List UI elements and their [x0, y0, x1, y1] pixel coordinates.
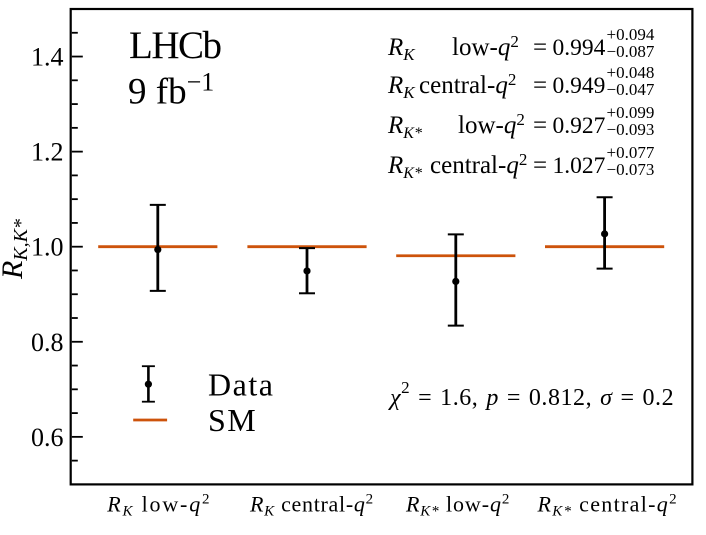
svg-text:−0.047: −0.047: [607, 80, 655, 99]
svg-text:=: =: [533, 152, 547, 179]
svg-text:RK,K*: RK,K*: [0, 219, 32, 280]
svg-text:=: =: [533, 34, 547, 61]
svg-text:+0.094: +0.094: [607, 25, 655, 44]
svg-text:central-q2: central-q2: [419, 70, 516, 99]
svg-text:RK*: RK*: [387, 152, 422, 182]
svg-text:LHCb: LHCb: [129, 24, 222, 67]
svg-text:low-q2: low-q2: [458, 110, 525, 139]
svg-text:0.949: 0.949: [553, 73, 606, 99]
svg-text:=: =: [533, 112, 547, 139]
svg-text:central-q2: central-q2: [430, 150, 527, 179]
svg-text:−0.093: −0.093: [607, 120, 655, 139]
svg-text:+0.048: +0.048: [607, 63, 655, 82]
svg-text:=: =: [533, 72, 547, 99]
svg-text:RK: RK: [387, 72, 416, 102]
svg-text:+0.077: +0.077: [607, 143, 655, 162]
svg-text:0.927: 0.927: [553, 113, 606, 139]
svg-text:1.4: 1.4: [31, 43, 64, 72]
svg-text:χ2 = 1.6, p = 0.812, σ = 0.2: χ2 = 1.6, p = 0.812, σ = 0.2: [388, 378, 674, 411]
svg-text:Data: Data: [208, 367, 274, 403]
svg-text:RK: RK: [387, 34, 416, 64]
svg-text:0.8: 0.8: [31, 328, 64, 357]
svg-text:1.2: 1.2: [31, 138, 64, 167]
svg-text:low-q2: low-q2: [452, 32, 519, 61]
svg-text:SM: SM: [208, 402, 257, 438]
svg-text:RK low-q2: RK low-q2: [106, 492, 211, 520]
svg-text:RK* central-q2: RK* central-q2: [537, 492, 678, 520]
svg-text:−0.073: −0.073: [607, 160, 655, 179]
svg-text:RK*: RK*: [387, 112, 422, 142]
svg-text:1.0: 1.0: [31, 233, 64, 262]
svg-text:0.6: 0.6: [31, 423, 64, 452]
svg-text:−0.087: −0.087: [607, 42, 655, 61]
svg-text:+0.099: +0.099: [607, 103, 655, 122]
svg-text:0.994: 0.994: [553, 35, 606, 61]
svg-text:1.027: 1.027: [553, 153, 606, 179]
